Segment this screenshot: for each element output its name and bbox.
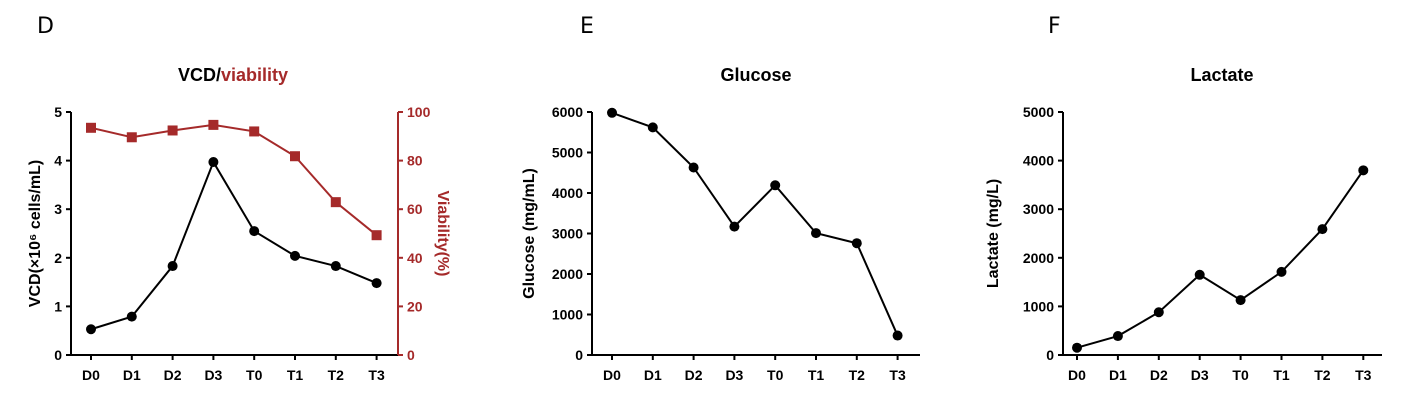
vcd-y2-axis-label: Viability(%) [434, 191, 451, 277]
glucose-x-tick-label: T2 [849, 367, 866, 383]
glucose-x-tick-label: T0 [767, 367, 784, 383]
glucose-series-0-line [611, 111, 899, 336]
vcd-series-0-line [90, 159, 377, 331]
vcd-series-1-point [371, 230, 382, 241]
lactate-y-tick-label: 1000 [1023, 298, 1054, 314]
vcd-series-1-point [86, 122, 96, 133]
vcd-x-tick-label: T1 [287, 367, 304, 383]
vcd-series-0-point [126, 311, 137, 322]
lactate-y-axis-label: Lactate (mg/L) [985, 179, 1002, 288]
lactate-y-tick-label: 4000 [1023, 153, 1054, 169]
vcd-y-axis-label: VCD(×10⁶ cells/mL) [27, 160, 44, 307]
glucose-y-axis-label: Glucose (mg/mL) [521, 168, 538, 299]
chart-lactate-title: Lactate [1190, 65, 1253, 85]
glucose-series-0-point [607, 107, 617, 118]
vcd-y-tick-label: 0 [54, 347, 62, 363]
glucose-series-0-point [892, 330, 903, 341]
lactate-x-tick-label: T0 [1232, 367, 1249, 383]
vcd-y2-tick-label: 40 [407, 250, 423, 266]
glucose-series-0-point [811, 228, 821, 239]
vcd-x-tick-label: T2 [328, 367, 345, 383]
lactate-series-0-point [1276, 266, 1287, 277]
vcd-series-1-point [167, 125, 178, 136]
vcd-series-1-line [90, 123, 378, 236]
lactate-x-tick-label: D3 [1191, 367, 1209, 383]
vcd-y-tick-label: 1 [54, 298, 62, 314]
lactate-series-0-point [1194, 269, 1205, 280]
glucose-x-tick-label: D0 [603, 367, 621, 383]
chart-lactate: Lactate 0 1000 2000 3000 4000 5000 D0 D1 D2 D3 T0 T… [985, 65, 1382, 383]
vcd-y-tick-label: 3 [54, 201, 62, 217]
glucose-y-tick-label: 0 [575, 347, 583, 363]
vcd-series-0-point [290, 250, 300, 261]
lactate-series-0-line [1076, 169, 1365, 349]
vcd-series-0-point [330, 261, 341, 272]
vcd-series-1-point [290, 151, 300, 162]
vcd-x-tick-label: T0 [246, 367, 263, 383]
lactate-series-0-point [1112, 331, 1123, 342]
lactate-y-tick-label: 0 [1046, 347, 1054, 363]
chart-vcd-viability: VCD/viability 0 1 2 3 4 5 0 20 40 60 80 100 Viabilit… [27, 65, 451, 383]
glucose-x-tick-label: T3 [889, 367, 906, 383]
glucose-series-0-point [729, 221, 740, 232]
lactate-series-0-point [1235, 295, 1246, 306]
glucose-series-0-point [770, 180, 781, 191]
vcd-y2-tick-label: 20 [407, 298, 423, 314]
chart-glucose-title: Glucose [720, 65, 791, 85]
vcd-y2-tick-label: 60 [407, 201, 423, 217]
chart-vcd-viability-title: VCD/viability [178, 65, 288, 85]
vcd-series-1-point [330, 197, 341, 208]
vcd-y-tick-label: 4 [54, 153, 62, 169]
glucose-x-tick-label: D3 [725, 367, 743, 383]
lactate-series-0-point [1358, 165, 1369, 176]
glucose-series-0-point [851, 238, 862, 249]
lactate-x-tick-label: T3 [1355, 367, 1372, 383]
glucose-x-tick-label: D2 [685, 367, 703, 383]
vcd-series-0-point [208, 157, 219, 168]
vcd-series-1-point [249, 126, 260, 137]
vcd-series-0-point [371, 278, 382, 289]
lactate-series-0-point [1072, 342, 1082, 353]
vcd-x-tick-label: D3 [204, 367, 222, 383]
lactate-x-tick-label: T2 [1314, 367, 1331, 383]
lactate-x-tick-label: D1 [1109, 367, 1127, 383]
vcd-x-tick-label: D0 [82, 367, 100, 383]
glucose-y-tick-label: 5000 [552, 145, 583, 161]
panel-letter-f: F [1048, 14, 1061, 39]
glucose-series-0-point [688, 162, 699, 173]
vcd-series-1-point [208, 119, 219, 130]
glucose-y-tick-label: 4000 [552, 185, 583, 201]
vcd-x-tick-label: D2 [164, 367, 182, 383]
lactate-y-tick-label: 3000 [1023, 201, 1054, 217]
glucose-y-tick-label: 6000 [552, 104, 583, 120]
vcd-series-0-point [86, 324, 96, 335]
glucose-x-tick-label: T1 [808, 367, 825, 383]
vcd-y2-tick-label: 0 [407, 347, 415, 363]
glucose-y-tick-label: 2000 [552, 266, 583, 282]
vcd-y2-tick-label: 80 [407, 153, 423, 169]
panel-letter-e: E [580, 14, 594, 39]
vcd-y2-tick-label: 100 [407, 104, 431, 120]
lactate-x-tick-label: D2 [1150, 367, 1168, 383]
lactate-series-0-point [1153, 307, 1164, 318]
panel-letter-d: D [37, 14, 54, 39]
lactate-series-0-point [1317, 224, 1328, 235]
glucose-series-0-point [647, 122, 658, 133]
vcd-series-1-point [126, 132, 137, 143]
lactate-y-tick-label: 5000 [1023, 104, 1054, 120]
chart-glucose: Glucose 0 1000 2000 3000 4000 5000 6000 D0 D1 D2 D… [521, 65, 920, 383]
vcd-series-0-point [167, 261, 178, 272]
vcd-x-tick-label: T3 [368, 367, 385, 383]
glucose-y-tick-label: 3000 [552, 226, 583, 242]
lactate-x-tick-label: D0 [1068, 367, 1086, 383]
lactate-y-tick-label: 2000 [1023, 250, 1054, 266]
glucose-y-tick-label: 1000 [552, 307, 583, 323]
vcd-y-tick-label: 5 [54, 104, 62, 120]
glucose-x-tick-label: D1 [644, 367, 662, 383]
lactate-x-tick-label: T1 [1273, 367, 1290, 383]
vcd-y-tick-label: 2 [54, 250, 62, 266]
vcd-x-tick-label: D1 [123, 367, 141, 383]
vcd-series-0-point [249, 226, 260, 237]
